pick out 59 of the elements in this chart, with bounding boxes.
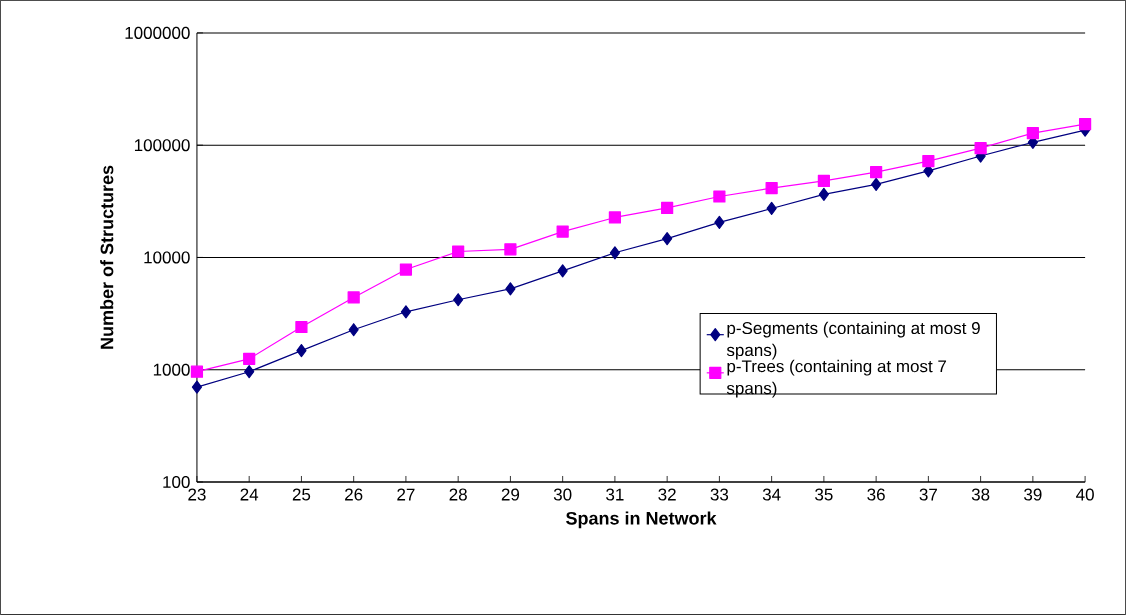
point: [1079, 118, 1092, 131]
point: [504, 243, 517, 256]
x-tick-label: 39: [1024, 488, 1042, 501]
x-tick-label: 38: [971, 488, 990, 501]
legend-label: p-Segments (containing at most 9 spans): [726, 321, 980, 360]
x-tick-label: 23: [188, 488, 206, 501]
legend-label: p-Trees (containing at most 7 spans): [726, 359, 947, 398]
point: [191, 380, 203, 394]
x-tick-label: 31: [606, 488, 624, 501]
y-axis-title: Number of Structures: [100, 165, 114, 349]
x-tick-label: 25: [292, 488, 311, 501]
point: [295, 320, 308, 334]
y-tick-label: 100000: [134, 139, 190, 152]
point: [400, 305, 412, 319]
point: [818, 187, 829, 201]
point: [871, 177, 882, 192]
x-tick-label: 32: [658, 488, 676, 501]
x-tick-label: 40: [1076, 488, 1094, 501]
point: [556, 225, 569, 238]
x-tick-label: 35: [815, 488, 833, 501]
point: [399, 263, 413, 276]
point: [557, 264, 568, 278]
point: [608, 211, 621, 224]
point: [974, 142, 987, 155]
point: [244, 365, 255, 379]
point: [505, 282, 516, 296]
point: [870, 166, 883, 179]
point: [453, 293, 464, 307]
x-tick-label: 30: [553, 488, 572, 501]
point: [347, 291, 360, 304]
point: [713, 190, 726, 203]
x-tick-label: 27: [397, 488, 415, 501]
y-tick-label: 1000: [153, 363, 190, 376]
point: [243, 352, 256, 365]
point: [296, 344, 307, 358]
point: [661, 201, 674, 215]
x-tick-label: 24: [240, 488, 259, 501]
x-tick-label: 36: [867, 488, 885, 501]
y-tick-label: 1000000: [125, 26, 190, 39]
point: [190, 365, 204, 378]
x-tick-label: 33: [710, 488, 729, 501]
x-tick-label: 37: [919, 488, 937, 501]
x-tick-label: 26: [345, 488, 363, 501]
point: [922, 155, 935, 168]
point: [609, 246, 620, 260]
point: [1026, 127, 1039, 140]
point: [766, 201, 777, 216]
point: [348, 323, 359, 337]
point: [452, 245, 465, 258]
point: [765, 181, 778, 195]
x-tick-label: 29: [501, 488, 520, 501]
point: [817, 174, 830, 188]
y-tick-label: 100: [163, 476, 190, 489]
x-tick-label: 28: [449, 488, 467, 501]
y-tick-label: 10000: [144, 251, 190, 264]
point: [714, 215, 725, 230]
x-tick-label: 34: [762, 488, 781, 501]
point: [662, 232, 673, 246]
x-axis-title: Spans in Network: [566, 511, 717, 529]
